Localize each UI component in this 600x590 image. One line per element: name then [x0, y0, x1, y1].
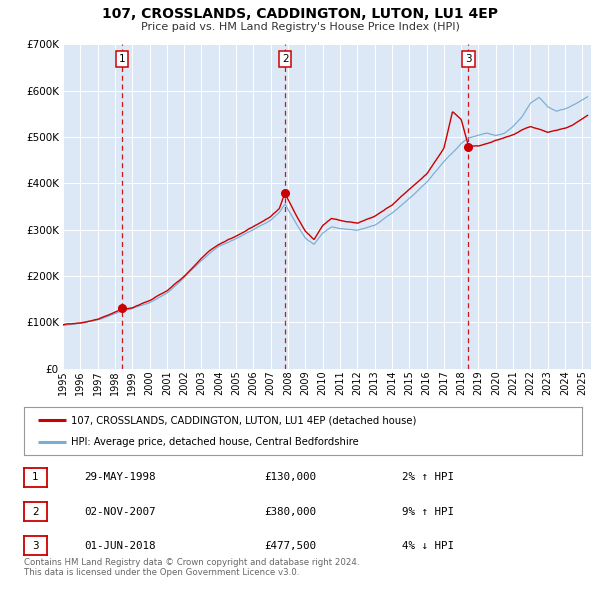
- Text: 3: 3: [32, 541, 39, 550]
- Text: 3: 3: [465, 54, 472, 64]
- Text: 2% ↑ HPI: 2% ↑ HPI: [402, 473, 454, 482]
- Text: 4% ↓ HPI: 4% ↓ HPI: [402, 541, 454, 550]
- Text: £130,000: £130,000: [264, 473, 316, 482]
- Text: £380,000: £380,000: [264, 507, 316, 516]
- Text: Price paid vs. HM Land Registry's House Price Index (HPI): Price paid vs. HM Land Registry's House …: [140, 22, 460, 32]
- Text: 107, CROSSLANDS, CADDINGTON, LUTON, LU1 4EP: 107, CROSSLANDS, CADDINGTON, LUTON, LU1 …: [102, 7, 498, 21]
- Text: 2: 2: [32, 507, 39, 516]
- Text: 2: 2: [282, 54, 289, 64]
- Text: Contains HM Land Registry data © Crown copyright and database right 2024.
This d: Contains HM Land Registry data © Crown c…: [24, 558, 359, 577]
- Text: 1: 1: [32, 473, 39, 482]
- Text: 9% ↑ HPI: 9% ↑ HPI: [402, 507, 454, 516]
- Text: 29-MAY-1998: 29-MAY-1998: [84, 473, 155, 482]
- Text: HPI: Average price, detached house, Central Bedfordshire: HPI: Average price, detached house, Cent…: [71, 437, 359, 447]
- Text: 01-JUN-2018: 01-JUN-2018: [84, 541, 155, 550]
- Text: 107, CROSSLANDS, CADDINGTON, LUTON, LU1 4EP (detached house): 107, CROSSLANDS, CADDINGTON, LUTON, LU1 …: [71, 415, 417, 425]
- Text: £477,500: £477,500: [264, 541, 316, 550]
- Text: 02-NOV-2007: 02-NOV-2007: [84, 507, 155, 516]
- Text: 1: 1: [119, 54, 125, 64]
